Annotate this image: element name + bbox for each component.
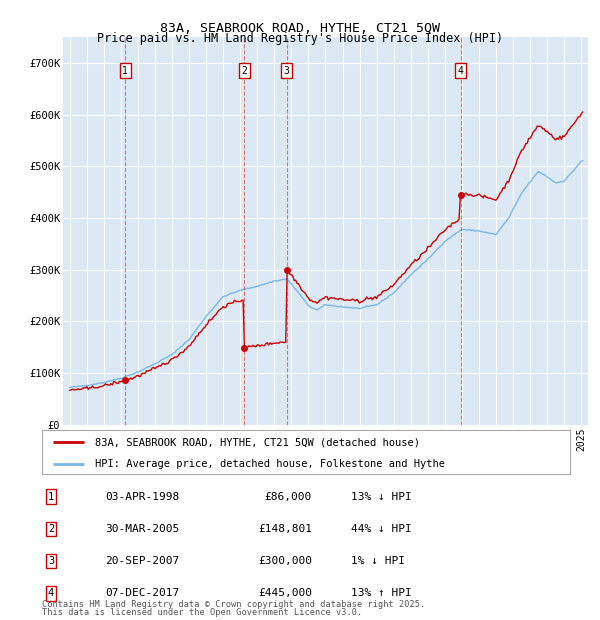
Text: 83A, SEABROOK ROAD, HYTHE, CT21 5QW: 83A, SEABROOK ROAD, HYTHE, CT21 5QW: [160, 22, 440, 35]
Text: 1% ↓ HPI: 1% ↓ HPI: [351, 556, 405, 566]
Text: HPI: Average price, detached house, Folkestone and Hythe: HPI: Average price, detached house, Folk…: [95, 459, 445, 469]
Text: 1: 1: [122, 66, 128, 76]
Text: 13% ↑ HPI: 13% ↑ HPI: [351, 588, 412, 598]
Text: This data is licensed under the Open Government Licence v3.0.: This data is licensed under the Open Gov…: [42, 608, 362, 617]
Text: 07-DEC-2017: 07-DEC-2017: [105, 588, 179, 598]
Text: 3: 3: [284, 66, 290, 76]
Text: £300,000: £300,000: [258, 556, 312, 566]
Text: £86,000: £86,000: [265, 492, 312, 502]
Text: 20-SEP-2007: 20-SEP-2007: [105, 556, 179, 566]
Text: Contains HM Land Registry data © Crown copyright and database right 2025.: Contains HM Land Registry data © Crown c…: [42, 600, 425, 609]
Text: 83A, SEABROOK ROAD, HYTHE, CT21 5QW (detached house): 83A, SEABROOK ROAD, HYTHE, CT21 5QW (det…: [95, 437, 420, 447]
Text: 44% ↓ HPI: 44% ↓ HPI: [351, 524, 412, 534]
Text: Price paid vs. HM Land Registry's House Price Index (HPI): Price paid vs. HM Land Registry's House …: [97, 32, 503, 45]
Text: 03-APR-1998: 03-APR-1998: [105, 492, 179, 502]
Text: £148,801: £148,801: [258, 524, 312, 534]
Text: 2: 2: [241, 66, 247, 76]
Text: £445,000: £445,000: [258, 588, 312, 598]
Text: 4: 4: [48, 588, 54, 598]
Text: 4: 4: [458, 66, 463, 76]
Text: 3: 3: [48, 556, 54, 566]
Text: 30-MAR-2005: 30-MAR-2005: [105, 524, 179, 534]
Text: 1: 1: [48, 492, 54, 502]
Text: 13% ↓ HPI: 13% ↓ HPI: [351, 492, 412, 502]
Text: 2: 2: [48, 524, 54, 534]
